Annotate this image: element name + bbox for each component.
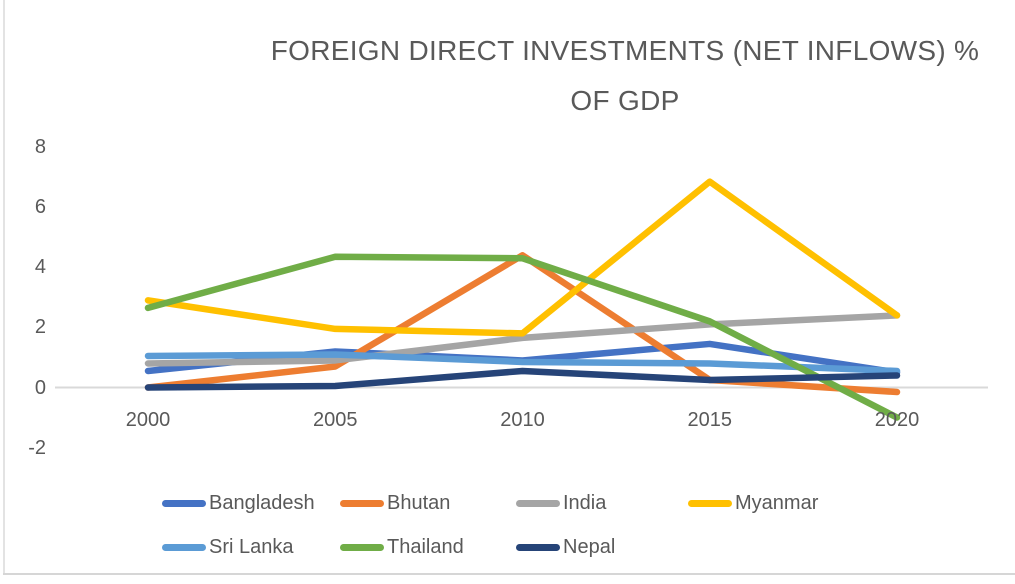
legend-item-myanmar: Myanmar bbox=[688, 491, 819, 514]
legend-marker-myanmar bbox=[688, 499, 732, 507]
series-line-myanmar bbox=[144, 178, 901, 337]
legend-item-india: India bbox=[516, 491, 607, 514]
legend-marker-nepal bbox=[516, 543, 560, 551]
legend-item-sri-lanka: Sri Lanka bbox=[162, 535, 294, 558]
x-axis-label: 2000 bbox=[125, 409, 171, 431]
frame-border-left bbox=[3, 0, 5, 575]
legend-label-nepal: Nepal bbox=[563, 535, 616, 558]
series-line-sri-lanka bbox=[144, 351, 901, 375]
series-line-nepal bbox=[144, 367, 901, 391]
legend-label-sri-lanka: Sri Lanka bbox=[209, 535, 294, 558]
x-axis-label: 2020 bbox=[874, 409, 920, 431]
y-axis-label: 4 bbox=[34, 256, 46, 279]
legend-marker-bhutan bbox=[340, 499, 384, 507]
chart-title-line-1: FOREIGN DIRECT INVESTMENTS (NET INFLOWS)… bbox=[270, 35, 980, 66]
legend-item-bangladesh: Bangladesh bbox=[162, 491, 315, 514]
legend-item-thailand: Thailand bbox=[340, 535, 464, 558]
legend-label-india: India bbox=[563, 491, 607, 514]
chart-title-line-2: OF GDP bbox=[570, 85, 680, 116]
x-axis-label: 2015 bbox=[687, 409, 733, 431]
legend-label-bangladesh: Bangladesh bbox=[209, 491, 315, 514]
legend-label-bhutan: Bhutan bbox=[387, 491, 451, 514]
series-line-india bbox=[144, 312, 901, 367]
y-axis-label: 8 bbox=[34, 136, 46, 159]
legend-item-nepal: Nepal bbox=[516, 535, 616, 558]
legend-label-thailand: Thailand bbox=[387, 535, 464, 558]
y-axis-label: 2 bbox=[34, 316, 46, 339]
frame-border-bottom bbox=[3, 573, 1015, 575]
legend-item-bhutan: Bhutan bbox=[340, 491, 451, 514]
legend-marker-sri-lanka bbox=[162, 543, 206, 551]
x-axis-label: 2005 bbox=[313, 409, 358, 431]
series-line-thailand bbox=[144, 253, 901, 421]
legend-marker-india bbox=[516, 499, 560, 507]
y-axis-label: 6 bbox=[34, 196, 46, 219]
legend-marker-bangladesh bbox=[162, 499, 206, 507]
y-axis-label: 0 bbox=[34, 376, 46, 399]
x-axis-label: 2010 bbox=[500, 409, 545, 431]
legend-label-myanmar: Myanmar bbox=[735, 491, 819, 514]
legend-marker-thailand bbox=[340, 543, 384, 551]
y-axis-label: -2 bbox=[28, 436, 46, 459]
chart-title: FOREIGN DIRECT INVESTMENTS (NET INFLOWS)… bbox=[215, 26, 1015, 126]
